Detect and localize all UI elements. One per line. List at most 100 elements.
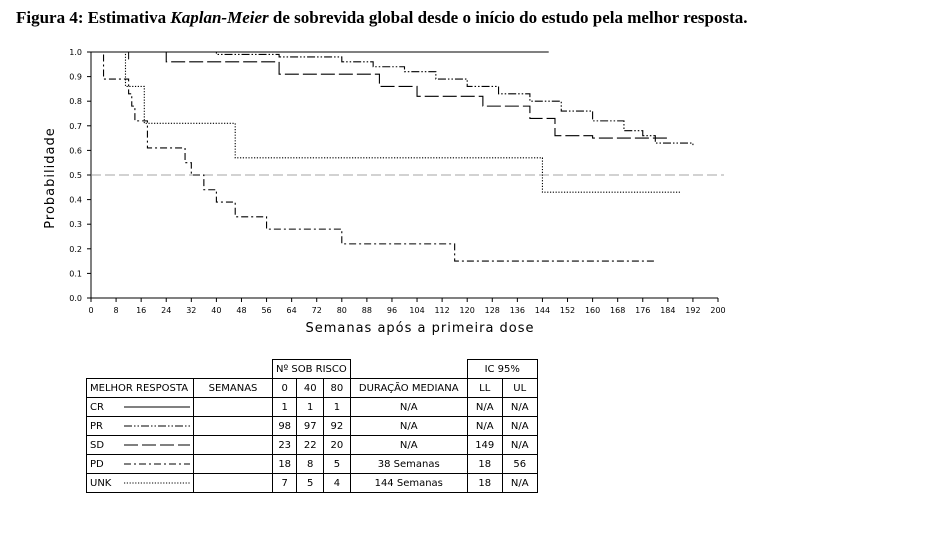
table-row: CR 1 1 1 N/A N/A N/A (86, 397, 538, 417)
x-tick-label: 40 (211, 306, 221, 315)
x-tick-label: 120 (460, 306, 475, 315)
row-weeks (193, 454, 273, 474)
x-tick-label: 168 (610, 306, 625, 315)
header-t80: 80 (323, 378, 351, 398)
table-row: PR 98 97 92 N/A N/A N/A (86, 416, 538, 436)
x-tick-label: 112 (434, 306, 449, 315)
y-tick-label: 0.7 (69, 122, 82, 131)
km-chart: 0 8 16 24 32 40 48 56 64 72 80 88 96 104 112 120 128 136 1… (43, 48, 726, 336)
x-tick-label: 184 (660, 306, 675, 315)
row-weeks (193, 416, 273, 436)
header-ll: LL (466, 378, 503, 398)
table-row: UNK 7 5 4 144 Semanas 18 N/A (86, 473, 538, 493)
row-n40: 5 (296, 473, 325, 493)
x-tick-label: 152 (560, 306, 575, 315)
row-n0: 1 (271, 397, 298, 417)
row-median: 144 Semanas (349, 473, 468, 493)
y-tick-label: 0.2 (69, 245, 82, 254)
row-n0: 23 (271, 435, 298, 455)
table-row: SD 23 22 20 N/A 149 N/A (86, 435, 538, 455)
header-ul: UL (501, 378, 538, 398)
y-tick-label: 0.9 (69, 73, 82, 82)
x-tick-label: 64 (287, 306, 297, 315)
x-tick-label: 72 (312, 306, 322, 315)
x-tick-label: 176 (635, 306, 650, 315)
row-n0: 98 (271, 416, 298, 436)
x-tick-label: 16 (136, 306, 146, 315)
x-tick-label: 80 (337, 306, 347, 315)
row-n40: 8 (296, 454, 325, 474)
row-label: PR (90, 420, 103, 432)
row-n80: 5 (323, 454, 351, 474)
header-best-response: MELHOR RESPOSTA (86, 378, 194, 398)
x-tick-label: 32 (186, 306, 196, 315)
header-t40: 40 (296, 378, 325, 398)
row-n40: 22 (296, 435, 325, 455)
row-best-response: PD (86, 454, 194, 474)
row-median: N/A (349, 397, 468, 417)
line-style-key (124, 463, 190, 464)
y-tick-label: 1.0 (69, 48, 82, 57)
x-tick-label: 192 (685, 306, 700, 315)
row-n80: 20 (323, 435, 351, 455)
x-tick-label: 8 (114, 306, 119, 315)
y-tick-label: 0.1 (69, 269, 82, 278)
row-n80: 92 (323, 416, 351, 436)
row-ll: 18 (466, 473, 503, 493)
y-tick-label: 0.6 (69, 146, 82, 155)
row-n80: 1 (323, 397, 351, 417)
table-row: PD 18 8 5 38 Semanas 18 56 (86, 454, 538, 474)
row-weeks (193, 435, 273, 455)
series-pr-line (91, 51, 694, 146)
x-tick-label: 160 (585, 306, 600, 315)
x-tick-label: 88 (362, 306, 372, 315)
row-weeks (193, 397, 273, 417)
line-style-key (124, 482, 190, 483)
figure-caption: Figura 4: Estimativa Kaplan-Meier de sob… (16, 8, 748, 28)
row-best-response: UNK (86, 473, 194, 493)
caption-prefix: Figura 4: Estimativa (16, 8, 171, 27)
line-style-key (124, 444, 190, 445)
series-pd-line (91, 51, 656, 262)
x-tick-label: 56 (261, 306, 271, 315)
line-style-key (124, 425, 190, 426)
row-ul: N/A (501, 397, 538, 417)
line-style-key (124, 406, 190, 407)
x-tick-label: 200 (710, 306, 725, 315)
y-axis-label: Probabilidade (43, 127, 58, 228)
x-tick-label: 144 (535, 306, 550, 315)
row-n0: 18 (271, 454, 298, 474)
row-n40: 97 (296, 416, 325, 436)
row-label: CR (90, 401, 104, 413)
table-header-row-1: Nº SOB RISCO IC 95% (87, 359, 538, 379)
x-tick-label: 104 (409, 306, 424, 315)
row-ll: 149 (466, 435, 503, 455)
row-ul: N/A (501, 473, 538, 493)
row-best-response: PR (86, 416, 194, 436)
row-best-response: SD (86, 435, 194, 455)
header-t0: 0 (271, 378, 298, 398)
y-tick-label: 0.4 (69, 196, 82, 205)
x-tick-label: 128 (485, 306, 500, 315)
table-header-row-2: MELHOR RESPOSTA SEMANAS 0 40 80 DURAÇÃO … (86, 378, 538, 398)
header-ci: IC 95% (466, 359, 538, 379)
row-ll: N/A (466, 397, 503, 417)
x-axis-label: Semanas após a primeira dose (305, 321, 534, 336)
x-tick-label: 0 (88, 306, 93, 315)
caption-suffix: de sobrevida global desde o início do es… (268, 8, 748, 27)
row-median: N/A (349, 435, 468, 455)
row-median: 38 Semanas (349, 454, 468, 474)
row-label: SD (90, 439, 105, 451)
chart-series (91, 51, 694, 262)
y-tick-label: 0.8 (69, 97, 82, 106)
header-median: DURAÇÃO MEDIANA (349, 378, 468, 398)
x-tick-label: 96 (387, 306, 397, 315)
series-sd-line (91, 51, 668, 139)
row-ll: 18 (466, 454, 503, 474)
series-unk-line (91, 51, 681, 193)
y-tick-label: 0.0 (69, 294, 82, 303)
row-n0: 7 (271, 473, 298, 493)
row-ll: N/A (466, 416, 503, 436)
risk-table: Nº SOB RISCO IC 95% MELHOR RESPOSTA SEMA… (86, 359, 538, 493)
header-weeks: SEMANAS (193, 378, 273, 398)
